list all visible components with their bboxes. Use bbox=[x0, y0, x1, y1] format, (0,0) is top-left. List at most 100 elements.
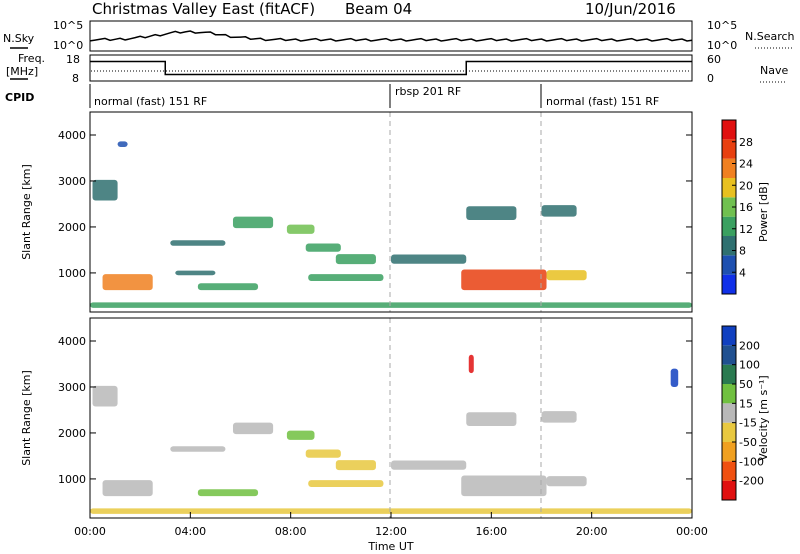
velocity-colorbar-ticklabel-7: 200 bbox=[739, 339, 760, 352]
date-label: 10/Jun/2016 bbox=[585, 0, 676, 18]
velocity-cell-7 bbox=[308, 480, 384, 487]
power-colorbar-ticklabel-3: 16 bbox=[739, 201, 753, 214]
nave-label: Nave bbox=[760, 64, 788, 77]
cpid-segment-2: normal (fast) 151 RF bbox=[546, 95, 659, 108]
velocity-yticks: 1000 2000 3000 4000 bbox=[58, 335, 692, 486]
nave-tick-top: 60 bbox=[707, 53, 721, 66]
velocity-cell-13 bbox=[92, 385, 118, 407]
power-cell-0 bbox=[102, 274, 153, 291]
radar-title: Christmas Valley East (fitACF) bbox=[92, 0, 315, 18]
velocity-cell-2 bbox=[170, 446, 226, 452]
velocity-cell-4 bbox=[286, 430, 315, 440]
velocity-colorbar: -200 -100 -50 -15 15 50 100 200 bbox=[721, 325, 764, 501]
velocity-colorbar-swatch-8 bbox=[722, 326, 736, 346]
power-colorbar: 4 8 12 16 20 24 28 bbox=[721, 119, 753, 295]
velocity-cell-10 bbox=[391, 460, 467, 470]
velocity-xtick-label-6: 00:00 bbox=[676, 525, 708, 538]
velocity-colorbar-swatch-2 bbox=[722, 442, 736, 462]
power-cells bbox=[90, 141, 692, 308]
freq-panel: Freq. [MHz] 18 8 60 0 Nave bbox=[6, 52, 788, 85]
velocity-panel-frame bbox=[89, 317, 693, 519]
power-ytick-label-0: 1000 bbox=[58, 267, 86, 280]
cpid-label: CPID bbox=[5, 91, 34, 104]
velocity-colorbar-swatch-6 bbox=[722, 364, 736, 384]
velocity-colorbar-swatch-4 bbox=[722, 403, 736, 423]
velocity-cell-14 bbox=[468, 354, 474, 374]
velocity-colorbar-swatch-5 bbox=[722, 384, 736, 404]
velocity-cell-6 bbox=[335, 460, 376, 471]
velocity-ytick-label-2: 3000 bbox=[58, 381, 86, 394]
power-cell-6 bbox=[305, 243, 341, 252]
noise-left-label: N.Sky bbox=[3, 32, 35, 45]
power-panel-frame bbox=[89, 111, 693, 313]
velocity-cell-3 bbox=[232, 422, 274, 435]
velocity-colorbar-ticklabel-6: 100 bbox=[739, 359, 760, 372]
velocity-cell-15 bbox=[670, 368, 679, 387]
power-cell-16 bbox=[90, 302, 692, 308]
power-cell-11 bbox=[391, 254, 467, 264]
power-colorbar-ticklabel-0: 4 bbox=[739, 266, 746, 279]
power-cell-9 bbox=[461, 269, 547, 291]
velocity-ytick-label-1: 2000 bbox=[58, 427, 86, 440]
velocity-colorbar-frame bbox=[721, 325, 737, 501]
power-yticks: 1000 2000 3000 4000 bbox=[58, 129, 692, 280]
noise-panel: N.Sky 10^5 10^0 10^5 10^0 N.Search bbox=[3, 19, 795, 52]
noise-left-tick-top: 10^5 bbox=[53, 19, 83, 32]
velocity-xtick-label-4: 16:00 bbox=[475, 525, 507, 538]
velocity-colorbar-ticklabel-2: -50 bbox=[739, 436, 757, 449]
velocity-cell-12 bbox=[466, 412, 517, 427]
power-cell-14 bbox=[92, 179, 118, 201]
nave-tick-bottom: 0 bbox=[707, 72, 714, 85]
power-cell-4 bbox=[232, 216, 274, 229]
power-cell-12 bbox=[541, 205, 577, 217]
power-cell-2 bbox=[175, 270, 216, 276]
power-colorbar-swatch-7 bbox=[722, 139, 736, 159]
velocity-ylabel: Slant Range [km] bbox=[20, 370, 33, 466]
velocity-colorbar-swatch-0 bbox=[722, 480, 736, 500]
cpid-segment-0: normal (fast) 151 RF bbox=[94, 95, 207, 108]
power-cell-3 bbox=[170, 240, 226, 246]
power-colorbar-swatch-6 bbox=[722, 158, 736, 178]
noise-right-label: N.Search bbox=[745, 30, 795, 43]
power-cell-8 bbox=[308, 274, 384, 281]
freq-tick-top: 18 bbox=[66, 53, 80, 66]
velocity-ytick-label-0: 1000 bbox=[58, 473, 86, 486]
velocity-cell-8 bbox=[461, 475, 547, 497]
noise-panel-frame bbox=[89, 20, 693, 52]
velocity-panel: 1000 2000 3000 4000 00:00 04:00 08:00 12:00 16:… bbox=[20, 317, 770, 553]
noise-right-tick-bottom: 10^0 bbox=[707, 39, 737, 52]
freq-label: Freq. bbox=[18, 52, 45, 65]
velocity-colorbar-ticklabel-4: 15 bbox=[739, 397, 753, 410]
velocity-colorbar-ticklabel-3: -15 bbox=[739, 417, 757, 430]
velocity-colorbar-label: Velocity [m s⁻¹] bbox=[757, 375, 770, 460]
freq-unit: [MHz] bbox=[6, 65, 38, 78]
cpid-segment-1: rbsp 201 RF bbox=[395, 85, 461, 98]
power-colorbar-swatch-8 bbox=[722, 120, 736, 140]
freq-line bbox=[90, 60, 692, 76]
freq-tick-bottom: 8 bbox=[72, 72, 79, 85]
velocity-colorbar-swatch-3 bbox=[722, 422, 736, 442]
power-colorbar-ticklabel-5: 24 bbox=[739, 158, 753, 171]
power-ytick-label-1: 2000 bbox=[58, 221, 86, 234]
power-colorbar-swatch-0 bbox=[722, 274, 736, 294]
velocity-xlabel: Time UT bbox=[367, 540, 413, 553]
velocity-colorbar-swatch-7 bbox=[722, 345, 736, 365]
velocity-xtick-label-2: 08:00 bbox=[275, 525, 307, 538]
velocity-cell-1 bbox=[197, 489, 259, 497]
power-cell-1 bbox=[197, 283, 259, 291]
velocity-cells bbox=[90, 354, 692, 514]
velocity-xtick-label-0: 00:00 bbox=[74, 525, 106, 538]
power-cell-13 bbox=[466, 206, 517, 221]
power-panel: 1000 2000 3000 4000 Slant Range [km] 4 8 12 16… bbox=[20, 111, 770, 313]
velocity-cell-5 bbox=[305, 449, 341, 458]
velocity-cell-0 bbox=[102, 480, 153, 497]
power-colorbar-ticklabel-6: 28 bbox=[739, 136, 753, 149]
power-colorbar-swatch-2 bbox=[722, 236, 736, 256]
velocity-xtick-label-1: 04:00 bbox=[174, 525, 206, 538]
velocity-xticks: 00:00 04:00 08:00 12:00 16:00 20:00 00:00 bbox=[74, 512, 708, 538]
velocity-cell-11 bbox=[541, 411, 577, 423]
velocity-colorbar-ticklabel-1: -100 bbox=[739, 455, 764, 468]
noise-sky-line bbox=[89, 30, 693, 42]
power-colorbar-swatch-3 bbox=[722, 216, 736, 236]
